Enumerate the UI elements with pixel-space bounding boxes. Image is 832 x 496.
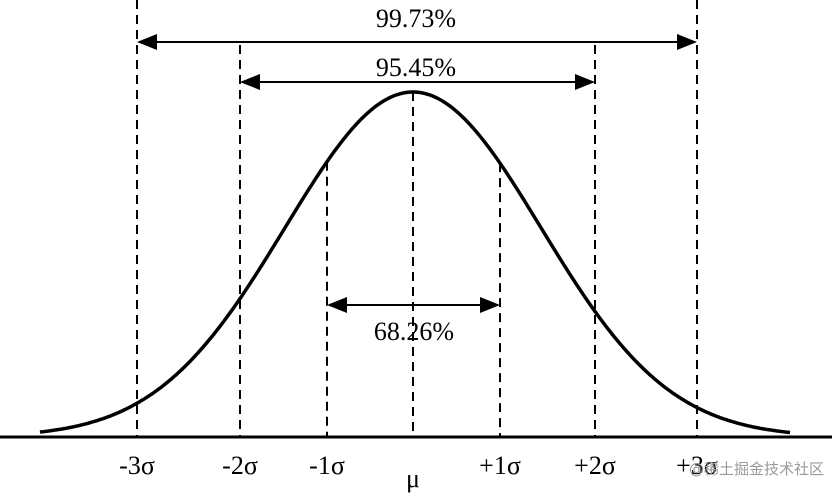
bell-curve <box>39 90 791 435</box>
percent-label: 99.73% <box>376 4 456 33</box>
axis-labels: -3σ -2σ -1σ μ +1σ +2σ +3σ <box>119 451 718 493</box>
sigma-lines <box>136 0 698 437</box>
percent-label: 68.26% <box>374 317 454 346</box>
percent-label: 95.45% <box>376 53 456 82</box>
watermark: @稀土掘金技术社区 <box>689 460 824 478</box>
axis-label: -2σ <box>222 451 258 480</box>
axis-label: +3σ <box>676 451 718 480</box>
axis-label: μ <box>406 464 420 493</box>
axis-label: -3σ <box>119 451 155 480</box>
axis-label: +2σ <box>574 451 616 480</box>
axis-label: +1σ <box>479 451 521 480</box>
axis-label: -1σ <box>309 451 345 480</box>
